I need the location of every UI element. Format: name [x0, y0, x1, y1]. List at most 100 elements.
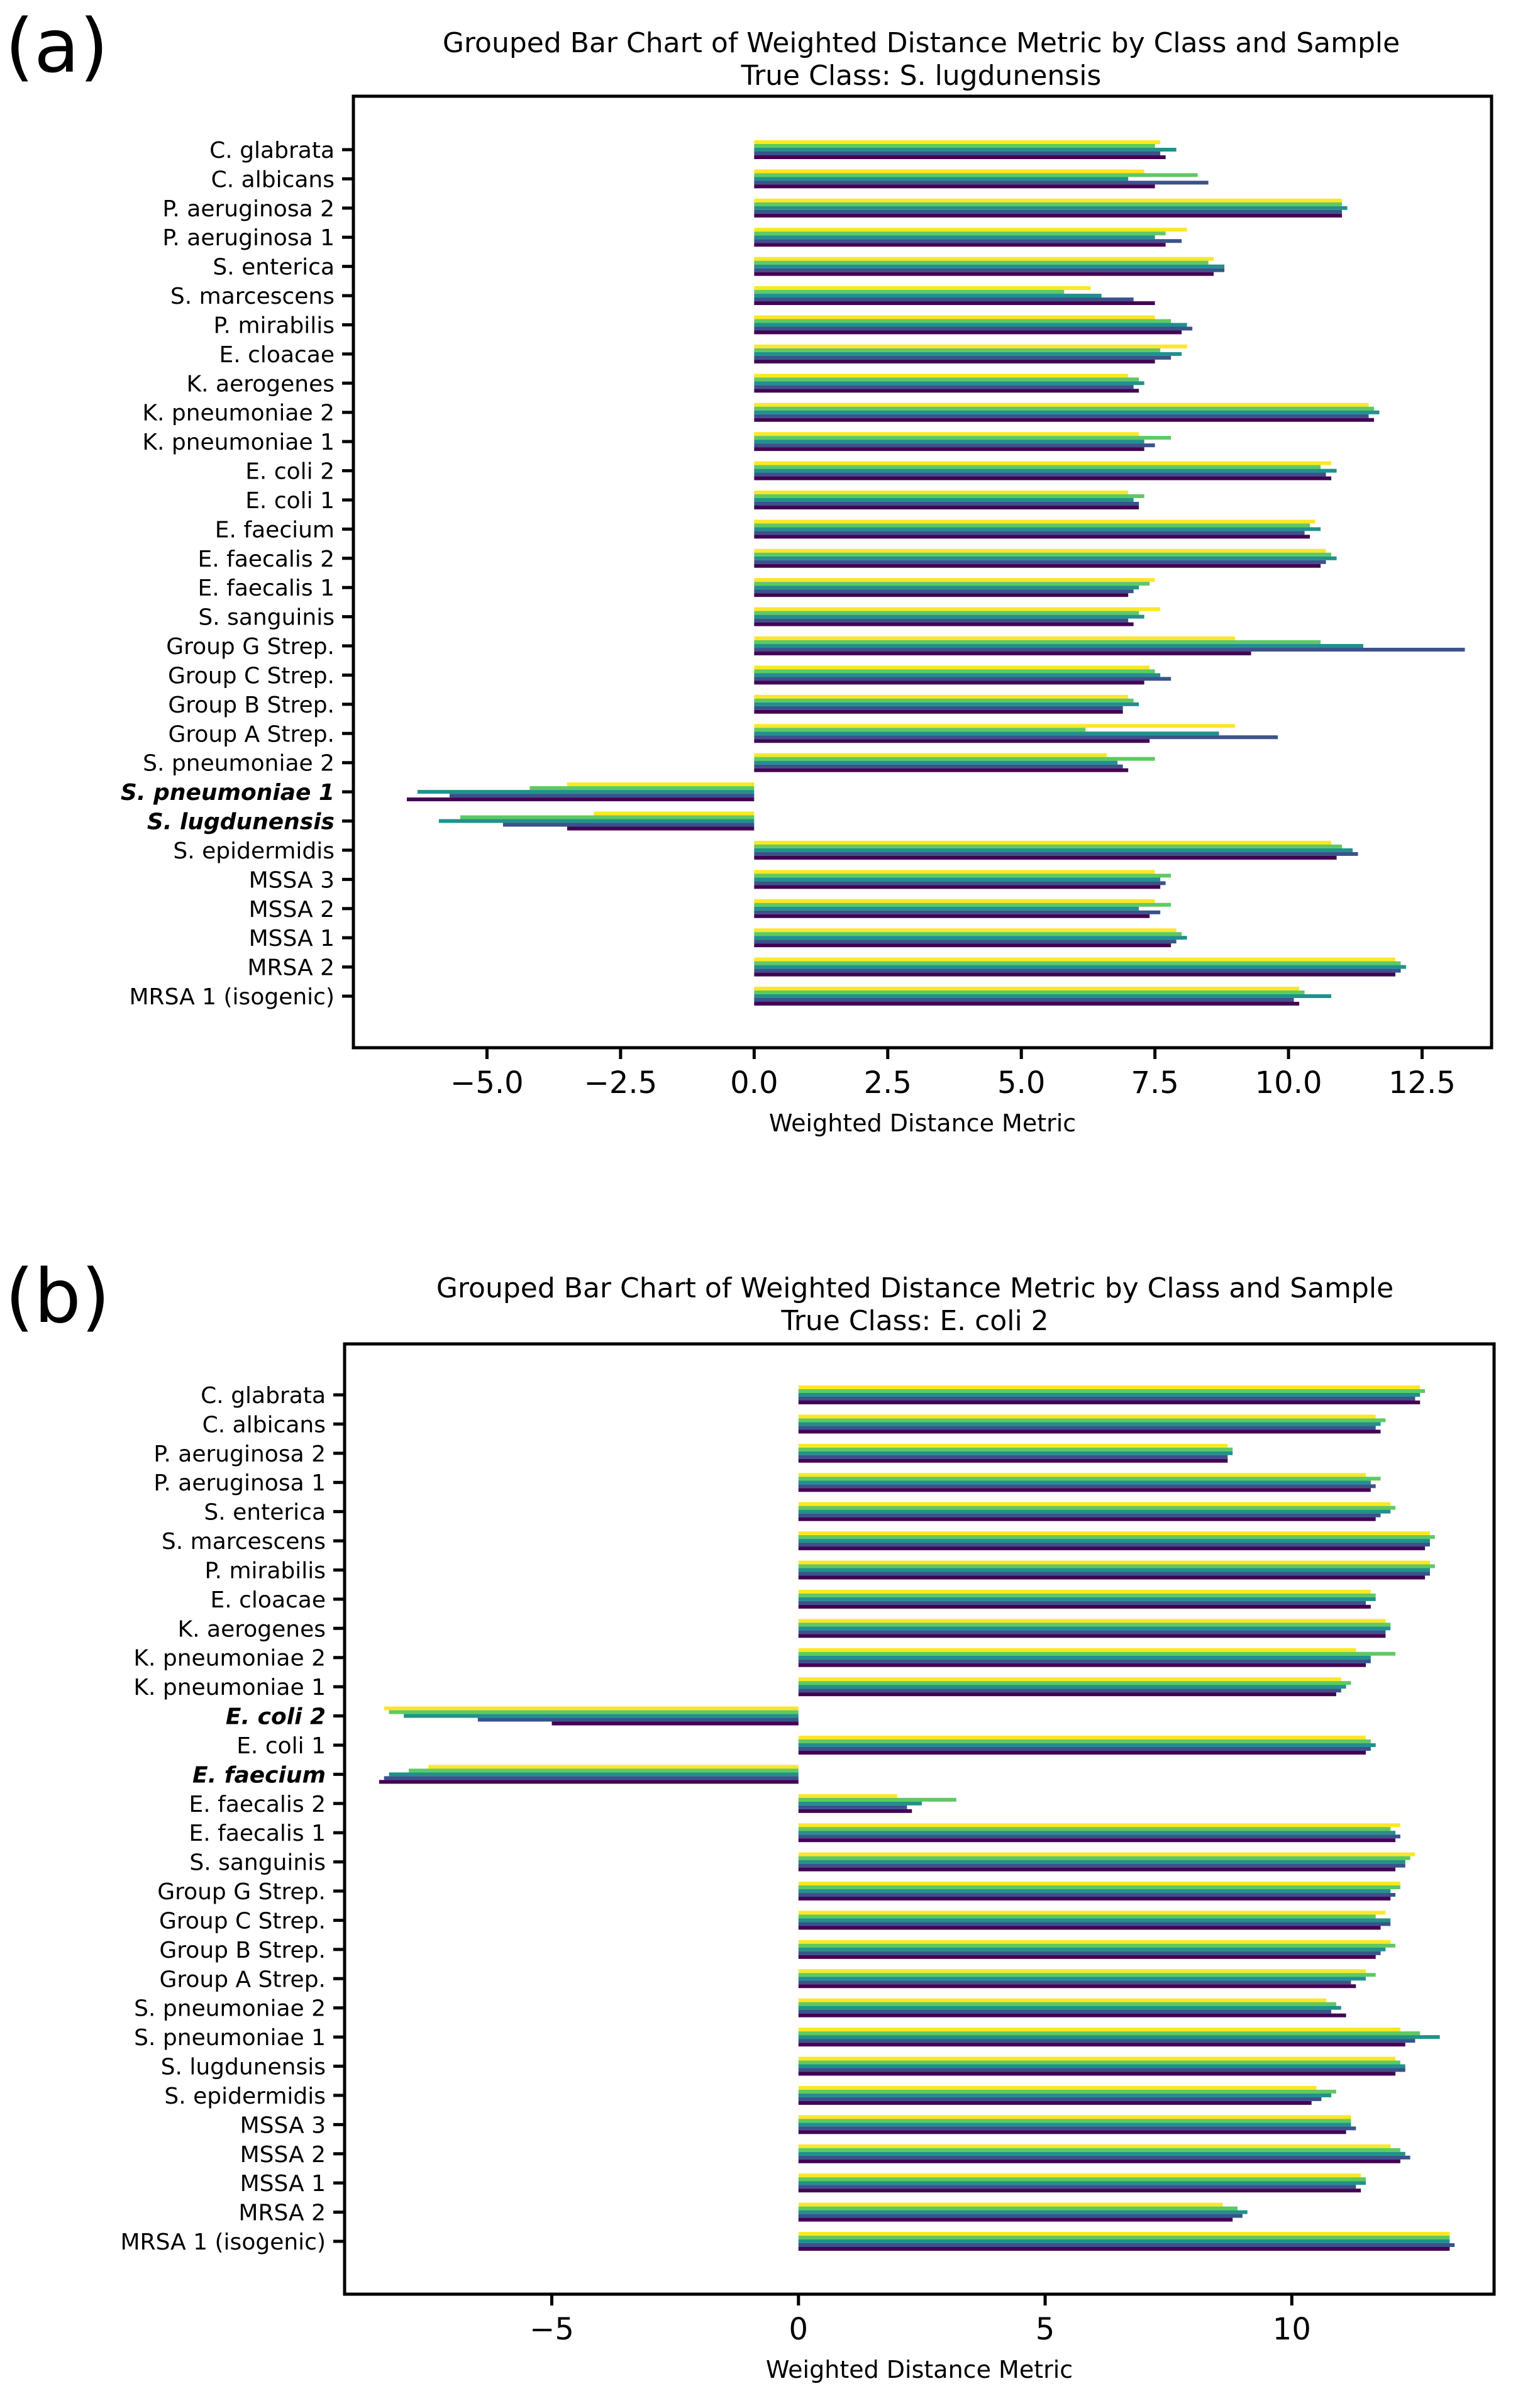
b-ytick-label-s-pneumoniae-2: S. pneumoniae 2 — [134, 1996, 326, 2022]
b-bar-k-pneumoniae-2-3 — [798, 1655, 1371, 1660]
a-bar-s-epidermidis-4 — [754, 852, 1358, 856]
a-bar-e-faecium-1 — [754, 519, 1315, 524]
a-bar-mssa-1-5 — [754, 943, 1171, 948]
a-bar-e-faecalis-2-3 — [754, 556, 1337, 560]
b-bar-group-g-strep-5 — [798, 1897, 1391, 1901]
b-bar-c-glabrata-2 — [798, 1389, 1426, 1393]
a-ytick-label-e-faecalis-2: E. faecalis 2 — [198, 547, 335, 572]
b-bar-c-albicans-3 — [798, 1422, 1381, 1426]
b-ytick-label-s-epidermidis: S. epidermidis — [164, 2083, 326, 2109]
a-plot-frame — [352, 94, 1493, 1050]
a-bar-c-glabrata-3 — [754, 148, 1177, 152]
b-ytick-label-c-glabrata: C. glabrata — [201, 1383, 326, 1409]
a-ytick-label-s-pneumoniae-2: S. pneumoniae 2 — [143, 751, 335, 777]
b-bar-s-marcescens-1 — [798, 1531, 1431, 1536]
b-bar-group-a-strep-4 — [798, 1980, 1351, 1985]
panel-label-b: (b) — [5, 1253, 110, 1340]
a-bar-p-aeruginosa-1-4 — [754, 239, 1182, 243]
a-bar-c-albicans-1 — [754, 169, 1144, 174]
a-bar-p-aeruginosa-2-3 — [754, 206, 1348, 210]
b-bar-e-faecalis-2-3 — [798, 1801, 922, 1806]
a-ytick-label-c-albicans: C. albicans — [211, 167, 335, 192]
b-bar-e-cloacae-1 — [798, 1589, 1371, 1594]
a-bar-mrsa-2-5 — [754, 972, 1396, 977]
a-xtick-label-7: 12.5 — [1388, 1065, 1456, 1101]
b-bar-e-coli-1-4 — [798, 1746, 1371, 1751]
b-ytick-label-mrsa-2: MRSA 2 — [238, 2200, 326, 2226]
a-bar-k-aerogenes-4 — [754, 385, 1134, 389]
a-bar-s-enterica-1 — [754, 257, 1214, 261]
a-bar-s-pneumoniae-2-1 — [754, 753, 1107, 757]
b-ytick-label-p-aeruginosa-1: P. aeruginosa 1 — [153, 1470, 326, 1496]
a-bar-s-pneumoniae-2-3 — [754, 760, 1118, 765]
b-bar-mssa-3-5 — [798, 2130, 1346, 2134]
a-bar-s-marcescens-1 — [754, 286, 1091, 291]
a-chart-title: Grouped Bar Chart of Weighted Distance M… — [443, 27, 1400, 59]
a-bar-mssa-3-5 — [754, 885, 1161, 889]
b-ytick-label-mssa-1: MSSA 1 — [240, 2171, 326, 2197]
a-bar-mrsa-1-isogenic-1 — [754, 987, 1300, 990]
b-bar-mssa-1-3 — [798, 2181, 1366, 2185]
a-ytick-label-s-pneumoniae-1: S. pneumoniae 1 — [121, 780, 335, 806]
b-bar-group-b-strep-5 — [798, 1955, 1376, 1959]
a-bar-group-a-strep-5 — [754, 739, 1150, 743]
a-bar-c-glabrata-1 — [754, 140, 1161, 144]
b-bar-s-sanguinis-2 — [798, 1856, 1410, 1860]
b-bar-p-aeruginosa-1-4 — [798, 1484, 1376, 1489]
b-ytick-label-p-mirabilis: P. mirabilis — [204, 1558, 326, 1584]
b-bar-s-enterica-2 — [798, 1506, 1396, 1510]
b-ytick-label-e-coli-1: E. coli 1 — [236, 1733, 326, 1759]
a-bar-e-coli-1-4 — [754, 501, 1139, 506]
a-bar-e-coli-2-5 — [754, 476, 1332, 480]
b-ytick-label-e-faecium: E. faecium — [192, 1762, 326, 1788]
a-bar-p-mirabilis-4 — [754, 326, 1193, 331]
b-xtick-label-3: 10 — [1273, 2312, 1311, 2347]
b-bar-c-glabrata-1 — [798, 1385, 1421, 1389]
b-bar-mrsa-1-isogenic-3 — [798, 2239, 1450, 2243]
b-bar-s-pneumoniae-2-2 — [798, 2002, 1336, 2006]
a-bar-s-marcescens-5 — [754, 301, 1155, 306]
a-bar-e-cloacae-1 — [754, 344, 1187, 348]
a-bar-group-a-strep-3 — [754, 731, 1219, 736]
a-bar-mrsa-1-isogenic-2 — [754, 990, 1305, 994]
a-ytick-label-k-pneumoniae-1: K. pneumoniae 1 — [142, 430, 335, 455]
b-bar-c-albicans-1 — [798, 1414, 1376, 1419]
b-bar-e-faecium-5 — [379, 1780, 799, 1784]
a-ytick-label-mssa-2: MSSA 2 — [249, 897, 335, 923]
a-bar-mrsa-2-4 — [754, 968, 1401, 973]
b-bar-p-aeruginosa-1-1 — [798, 1473, 1366, 1477]
a-bar-k-aerogenes-5 — [754, 389, 1139, 393]
b-bar-s-enterica-4 — [798, 1513, 1381, 1517]
a-bar-mssa-2-4 — [754, 910, 1161, 914]
b-bar-k-pneumoniae-1-4 — [798, 1689, 1341, 1693]
a-bar-group-a-strep-4 — [754, 735, 1278, 740]
b-bar-group-g-strep-2 — [798, 1885, 1400, 1890]
b-bar-mssa-3-4 — [798, 2126, 1356, 2131]
b-bar-p-aeruginosa-2-2 — [798, 1447, 1233, 1451]
a-ytick-label-p-aeruginosa-1: P. aeruginosa 1 — [162, 225, 335, 251]
b-bar-e-cloacae-3 — [798, 1597, 1376, 1601]
b-bar-s-sanguinis-4 — [798, 1863, 1405, 1868]
a-bar-mrsa-1-isogenic-4 — [754, 998, 1294, 1002]
a-bar-mrsa-2-1 — [754, 957, 1396, 962]
b-bar-mssa-3-2 — [798, 2119, 1351, 2123]
b-ytick-label-s-lugdunensis: S. lugdunensis — [161, 2055, 326, 2080]
a-bar-k-aerogenes-3 — [754, 381, 1144, 386]
a-bar-c-glabrata-4 — [754, 152, 1161, 155]
a-bar-p-aeruginosa-2-1 — [754, 198, 1343, 203]
a-bar-k-pneumoniae-2-5 — [754, 418, 1375, 422]
a-bar-e-faecium-3 — [754, 527, 1321, 531]
b-bar-s-pneumoniae-1-1 — [798, 2028, 1400, 2032]
a-bar-group-c-strep-4 — [754, 677, 1171, 681]
a-ytick-label-mrsa-2: MRSA 2 — [247, 955, 335, 981]
b-bar-s-epidermidis-4 — [798, 2097, 1322, 2101]
a-bar-p-mirabilis-5 — [754, 330, 1182, 335]
b-bar-p-aeruginosa-2-5 — [798, 1458, 1228, 1463]
a-bar-group-a-strep-2 — [754, 728, 1086, 732]
a-ytick-label-group-a-strep: Group A Strep. — [168, 721, 335, 747]
chart-panel-a: (a) Grouped Bar Chart of Weighted Distan… — [0, 0, 1523, 1195]
b-ytick-label-e-coli-2: E. coli 2 — [226, 1704, 326, 1730]
b-bar-mssa-1-5 — [798, 2189, 1361, 2193]
b-bar-s-lugdunensis-1 — [798, 2056, 1396, 2061]
a-bar-mssa-1-4 — [754, 940, 1177, 944]
